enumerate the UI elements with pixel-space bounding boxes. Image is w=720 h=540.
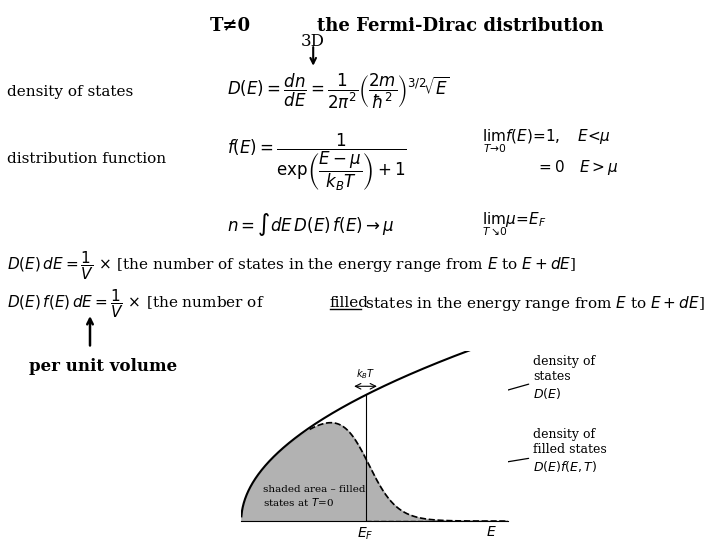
Text: 3D: 3D (301, 33, 325, 50)
Text: distribution function: distribution function (7, 152, 166, 166)
Text: $D(E)\,f(E)\,dE = \dfrac{1}{V}\,\times\,$[the number of: $D(E)\,f(E)\,dE = \dfrac{1}{V}\,\times\,… (7, 287, 265, 320)
Text: per unit volume: per unit volume (29, 357, 177, 375)
Text: $= 0 \quad E > \mu$: $= 0 \quad E > \mu$ (536, 158, 619, 177)
Text: filled: filled (330, 296, 369, 310)
Text: $D(E)\,dE = \dfrac{1}{V}\,\times\,$[the number of states in the energy range fro: $D(E)\,dE = \dfrac{1}{V}\,\times\,$[the … (7, 249, 576, 282)
Text: $\lim_{T\to 0} f(E) = 1, \quad E < \mu$: $\lim_{T\to 0} f(E) = 1, \quad E < \mu$ (482, 128, 611, 155)
Text: $D(E) = \dfrac{dn}{dE} = \dfrac{1}{2\pi^2}\left(\dfrac{2m}{\hbar^2}\right)^{3/2}: $D(E) = \dfrac{dn}{dE} = \dfrac{1}{2\pi^… (227, 72, 449, 111)
Text: $n = \int dE\, D(E)\, f(E) \rightarrow \mu$: $n = \int dE\, D(E)\, f(E) \rightarrow \… (227, 211, 395, 238)
Text: T≠0: T≠0 (210, 17, 251, 35)
Text: density of
filled states
$D(E)f(E,T)$: density of filled states $D(E)f(E,T)$ (533, 428, 606, 474)
Text: $f(E) = \dfrac{1}{\exp\!\left(\dfrac{E-\mu}{k_B T}\right)+1}$: $f(E) = \dfrac{1}{\exp\!\left(\dfrac{E-\… (227, 131, 407, 193)
Text: density of states: density of states (7, 85, 133, 99)
Text: states in the energy range from $E$ to $E + dE$]: states in the energy range from $E$ to $… (361, 294, 705, 313)
Text: the Fermi-Dirac distribution: the Fermi-Dirac distribution (318, 17, 604, 35)
Text: $\lim_{T\,\searrow 0} \mu = E_F$: $\lim_{T\,\searrow 0} \mu = E_F$ (482, 211, 546, 238)
Text: $k_BT$: $k_BT$ (356, 367, 375, 381)
Text: density of
states
$D(E)$: density of states $D(E)$ (533, 355, 595, 401)
Text: shaded area – filled
states at $T$=0: shaded area – filled states at $T$=0 (263, 485, 365, 509)
